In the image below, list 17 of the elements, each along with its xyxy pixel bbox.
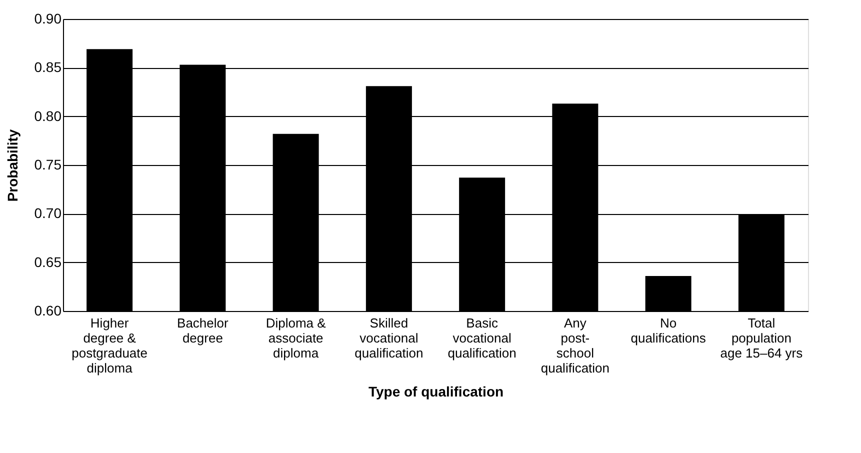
y-tick-label: 0.65 xyxy=(34,254,62,270)
y-tick-label: 0.80 xyxy=(34,108,62,124)
x-tick-label: Higher degree & postgraduate diploma xyxy=(72,316,148,376)
x-tick-label: Total population age 15–64 yrs xyxy=(720,316,804,360)
y-tick-label: 0.85 xyxy=(34,59,62,76)
y-tick-label: 0.70 xyxy=(34,205,62,222)
x-axis-title: Type of qualification xyxy=(368,384,504,400)
x-tick-label: Bachelor degree xyxy=(177,316,230,346)
y-tick-label: 0.60 xyxy=(34,302,62,318)
x-tick-label: Skilled vocational qualification xyxy=(354,316,424,360)
x-tick-label: Any post- school qualification xyxy=(540,316,610,376)
y-tick-label: 0.75 xyxy=(34,156,62,172)
y-tick-label: 0.90 xyxy=(34,10,62,26)
y-axis-title: Probability xyxy=(4,129,20,202)
x-tick-label: Diploma & associate diploma xyxy=(266,316,326,360)
x-tick-label: No qualifications xyxy=(630,316,706,346)
x-tick-label: Basic vocational qualification xyxy=(448,316,516,360)
